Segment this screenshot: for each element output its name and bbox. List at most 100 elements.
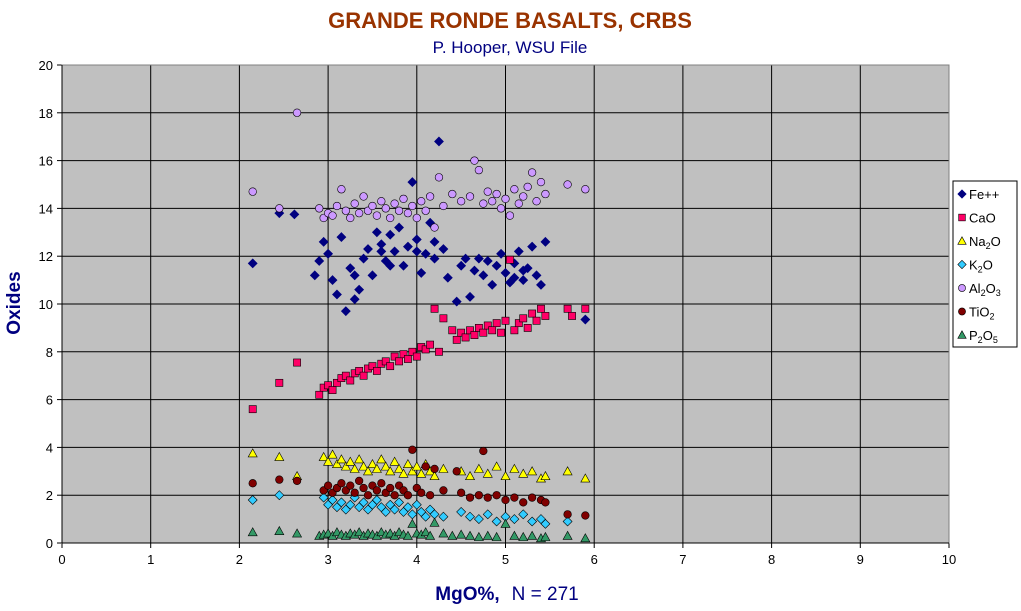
data-point (368, 362, 377, 371)
data-point (367, 270, 378, 281)
x-tick-labels: 0 1 2 3 4 5 6 7 8 9 10 (58, 552, 956, 567)
data-point (452, 467, 461, 476)
legend-item: Fe++ (957, 187, 999, 202)
series-p2o5-points (247, 517, 591, 543)
data-point (363, 491, 373, 500)
data-point (483, 187, 492, 196)
series-k2o-points (247, 490, 573, 529)
data-point (247, 495, 258, 505)
data-point (274, 490, 285, 501)
data-point (509, 530, 520, 540)
data-point (358, 461, 369, 471)
legend-label-part: P (969, 328, 978, 343)
data-point (318, 451, 329, 461)
data-point (465, 493, 475, 502)
data-point (354, 284, 365, 295)
data-point (510, 326, 519, 335)
data-point (367, 459, 378, 469)
data-point (527, 168, 537, 177)
x-axis-count: N = 271 (512, 584, 579, 605)
data-point (482, 530, 493, 540)
data-point (336, 497, 347, 508)
data-point (371, 227, 382, 238)
data-point (421, 345, 430, 354)
data-point (492, 189, 501, 199)
data-point (456, 507, 467, 517)
y-tick-label: 12 (39, 249, 53, 264)
data-point (327, 449, 338, 459)
data-point (426, 340, 435, 349)
data-point (439, 314, 448, 323)
legend-item: Al2O3 (958, 281, 1001, 298)
data-point (492, 319, 501, 328)
data-point (501, 194, 510, 203)
data-point (473, 253, 484, 264)
data-point (469, 265, 480, 276)
data-point (506, 255, 514, 264)
data-point (540, 236, 551, 247)
data-point (541, 312, 550, 320)
data-point (430, 464, 439, 474)
data-point (345, 499, 356, 510)
legend-marker (957, 259, 967, 270)
data-point (509, 514, 520, 525)
data-point (403, 209, 413, 218)
data-point (421, 206, 430, 215)
legend-label: Fe++ (969, 187, 999, 202)
data-point (536, 279, 546, 290)
data-point (417, 488, 426, 497)
data-point (482, 509, 493, 520)
data-point (399, 350, 408, 359)
data-point (395, 357, 403, 366)
data-point (420, 527, 431, 537)
data-point (389, 456, 400, 466)
data-point (438, 463, 449, 473)
axes (57, 64, 950, 548)
data-point (466, 326, 474, 335)
series-fe-points (247, 136, 591, 325)
legend-label-part: O (983, 258, 993, 273)
legend-label-subscript: 2 (989, 312, 994, 322)
data-point (528, 309, 537, 318)
data-point (442, 272, 453, 283)
data-point (580, 533, 591, 543)
legend-label-part: O (983, 328, 993, 343)
data-point (509, 272, 520, 283)
data-point (345, 456, 356, 466)
data-point (394, 222, 404, 233)
data-point (359, 192, 368, 201)
legend-item: K2O (957, 258, 993, 275)
data-point (451, 296, 462, 307)
data-point (430, 304, 439, 313)
legend-label-subscript: 2 (978, 265, 983, 275)
data-point (479, 446, 488, 456)
data-point (497, 328, 505, 337)
data-point (562, 530, 573, 540)
data-point (407, 518, 418, 528)
data-point (532, 197, 541, 206)
data-point (417, 197, 426, 206)
legend-label: Al2O3 (969, 281, 1001, 298)
data-point (478, 270, 489, 281)
data-point (523, 182, 532, 192)
data-point (293, 358, 301, 367)
data-point (438, 511, 449, 522)
data-point (349, 270, 360, 281)
data-point (292, 528, 303, 538)
data-point (394, 206, 404, 215)
data-point (390, 352, 399, 361)
data-point (482, 468, 493, 478)
data-point (315, 390, 324, 399)
data-point (416, 268, 427, 278)
x-tick-label: 8 (768, 552, 775, 567)
data-point (500, 268, 511, 278)
data-point (371, 463, 382, 473)
data-point (580, 473, 591, 483)
data-point (274, 451, 285, 461)
legend-marker (958, 284, 966, 292)
data-point (540, 531, 551, 541)
legend-label: P2O5 (969, 328, 998, 345)
data-point (425, 491, 435, 500)
data-point (247, 258, 258, 269)
